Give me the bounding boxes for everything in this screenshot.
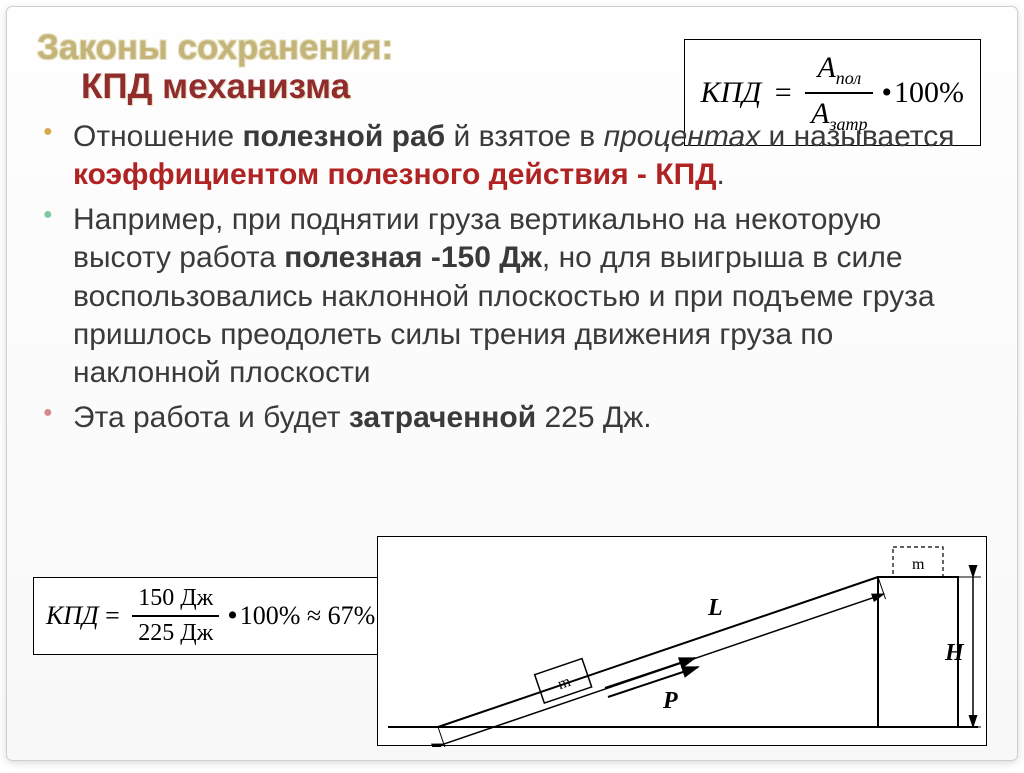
bullet-3: Эта работа и будет затраченной 225 Дж. [37, 399, 987, 437]
b1-p1: Отношение [73, 120, 242, 153]
bullet-dot-icon: • [881, 76, 892, 110]
b3-bold: затраченной [349, 401, 545, 434]
formula-calc-label: КПД [46, 601, 99, 631]
diagram-svg: Lm Pm H [378, 537, 988, 747]
svg-text:L: L [707, 595, 723, 621]
svg-text:m: m [556, 673, 574, 693]
bullet-1: Отношение полезной раб й взятое в процен… [37, 118, 987, 195]
b1-end: . [717, 158, 725, 191]
b3-p1: Эта работа и будет [73, 401, 349, 434]
formula-calc-fraction: 150 Дж 225 Дж [132, 584, 219, 648]
body-text: Отношение полезной раб й взятое в процен… [37, 118, 987, 437]
equals-sign-2: = [99, 601, 127, 631]
b1-p2: й взятое в [445, 120, 603, 153]
fraction-bar-2 [132, 615, 219, 617]
svg-text:P: P [662, 688, 678, 714]
formula-main-suffix: 100% [894, 76, 964, 110]
slide-container: Законы сохранения: КПД механизма КПД = A… [6, 6, 1018, 761]
fraction-bar [805, 92, 873, 94]
formula-main-numerator: Aпол [811, 50, 867, 90]
formula-calc-num: 150 Дж [132, 584, 219, 613]
b1-italic: процентах [604, 120, 761, 153]
b2-bold: полезная -150 Дж [284, 241, 542, 274]
inclined-plane-diagram: Lm Pm H [377, 536, 987, 746]
b1-red: коэффициентом полезного действия - КПД [73, 158, 717, 191]
b3-p2: 225 Дж. [544, 401, 651, 434]
b1-p3: и называется [760, 120, 954, 153]
formula-calc-suffix: 100% ≈ 67% [240, 601, 376, 631]
formula-calc-den: 225 Дж [132, 619, 219, 648]
num-sub: пол [836, 68, 861, 88]
num-var: A [817, 51, 835, 84]
formula-main-label: КПД [701, 76, 762, 110]
b1-bold1: полезной раб [242, 120, 445, 153]
formula-calculation: КПД = 150 Дж 225 Дж • 100% ≈ 67% [33, 577, 388, 655]
equals-sign: = [767, 76, 799, 110]
bullet-list: Отношение полезной раб й взятое в процен… [37, 118, 987, 437]
svg-text:H: H [944, 640, 965, 666]
svg-text:m: m [912, 556, 925, 573]
bullet-2: Например, при поднятии груза вертикально… [37, 201, 987, 393]
bullet-dot-icon-2: • [227, 599, 238, 633]
